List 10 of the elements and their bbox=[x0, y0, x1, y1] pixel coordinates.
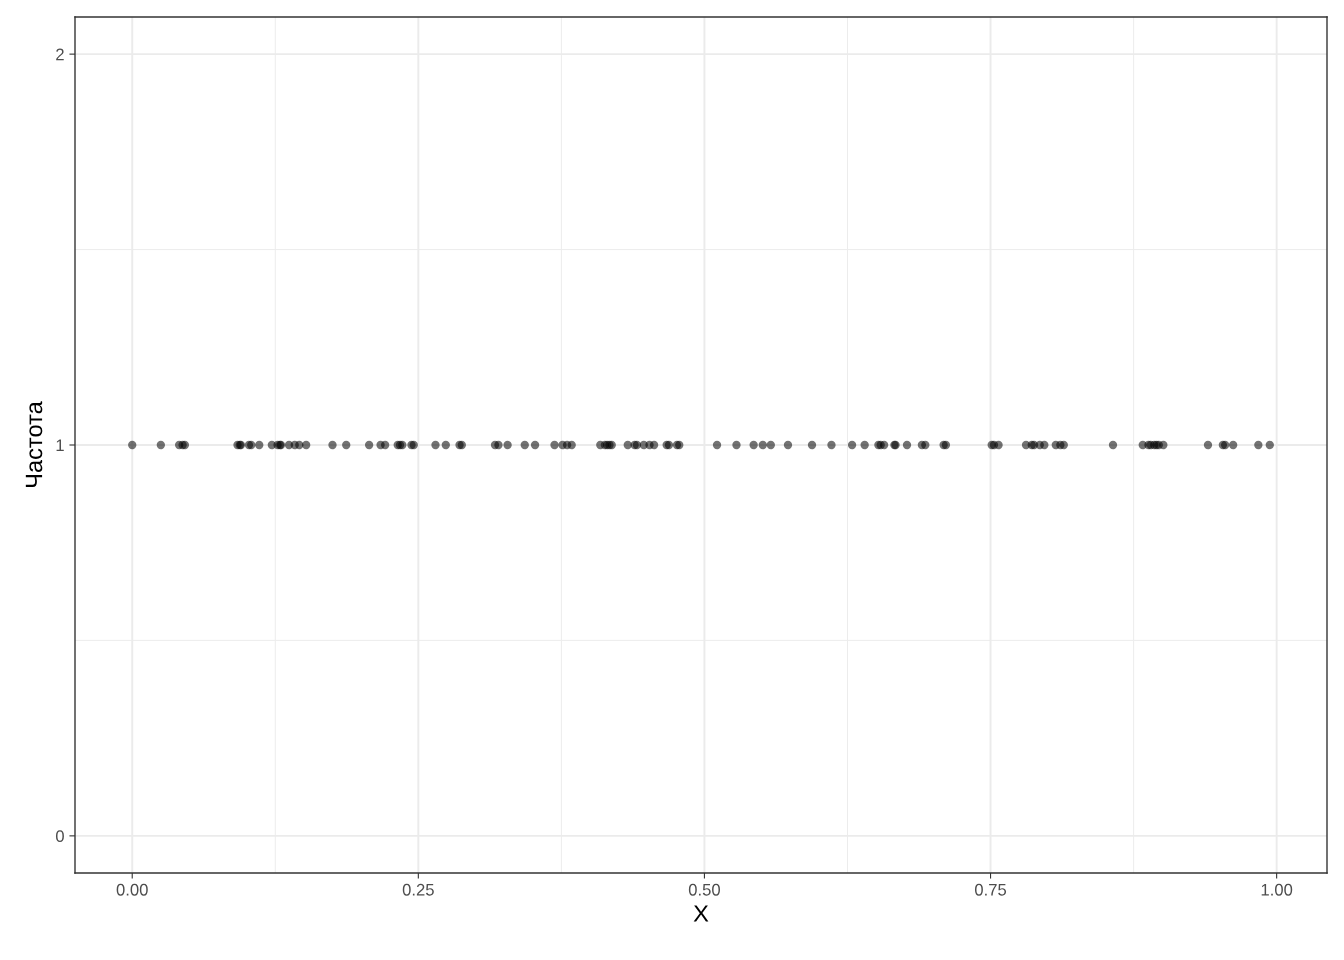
x-tick-label: 1.00 bbox=[1261, 883, 1293, 896]
y-tick-label: 0 bbox=[55, 830, 64, 843]
x-tick-label: 0.75 bbox=[974, 883, 1007, 896]
x-axis-title: X bbox=[693, 905, 709, 922]
y-tick-label: 1 bbox=[56, 439, 64, 452]
y-tick-label: 2 bbox=[56, 48, 64, 61]
x-tick-label: 0.00 bbox=[116, 883, 148, 896]
x-tick-label: 0.50 bbox=[688, 883, 720, 896]
x-tick-label: 0.25 bbox=[402, 883, 434, 896]
y-axis-title: Частота bbox=[25, 401, 43, 487]
